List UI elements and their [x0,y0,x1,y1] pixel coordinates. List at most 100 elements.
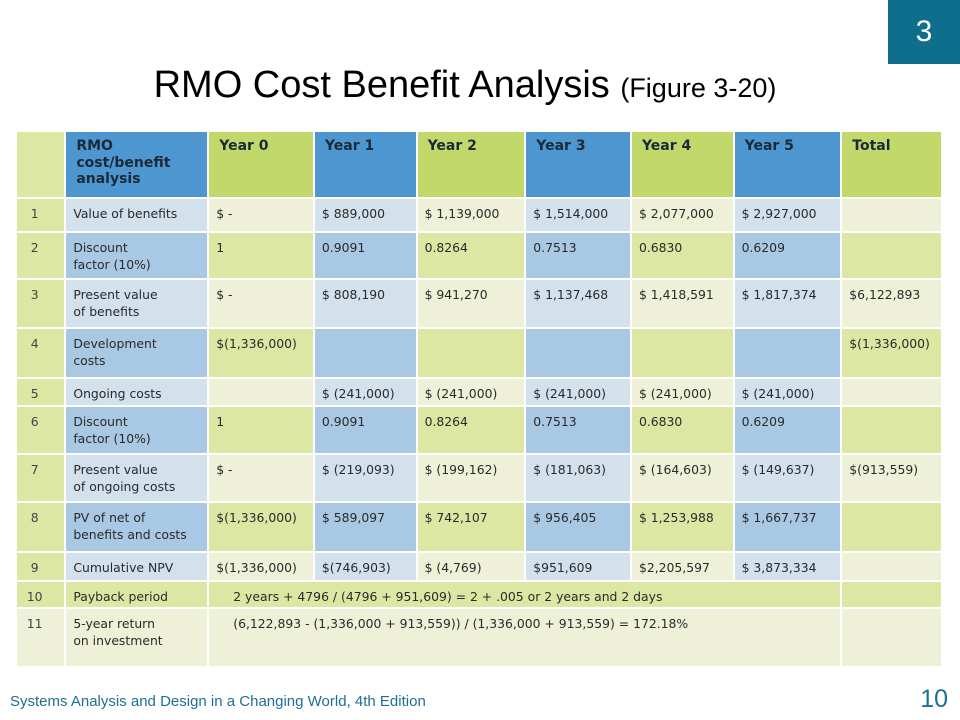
table-row: 2 Discount factor (10%) 1 0.9091 0.8264 … [17,232,941,279]
cell-total: $(1,336,000) [842,328,941,378]
cell-year0: 1 [209,406,313,453]
cell-year0: $ - [209,280,313,327]
cell-total [842,582,941,608]
cell-total [842,232,941,279]
row-number: 10 [17,582,65,608]
table-row: 3 Present value of benefits $ - $ 808,19… [17,280,941,327]
row-number: 1 [17,198,65,231]
row-number: 8 [17,503,65,551]
row-label: 5-year return on investment [66,609,208,666]
header-year5: Year 5 [734,132,841,197]
cell-year1: $ (241,000) [314,379,416,405]
row-number: 2 [17,232,65,279]
cell-year4: $ (164,603) [631,454,733,502]
cell-total [842,379,941,405]
row-number: 4 [17,328,65,378]
header-year0: Year 0 [209,132,313,197]
cell-total: $(913,559) [842,454,941,502]
header-num-cell [17,132,65,197]
payback-formula: 2 years + 4796 / (4796 + 951,609) = 2 + … [209,582,841,608]
row-number: 7 [17,454,65,502]
cell-year2: $ 742,107 [417,503,525,551]
cell-year3: 0.7513 [526,406,630,453]
table-row-payback: 10 Payback period 2 years + 4796 / (4796… [17,582,941,608]
cell-year2: 0.8264 [417,406,525,453]
header-year2: Year 2 [417,132,525,197]
table-row: 4 Development costs $(1,336,000) $(1,336… [17,328,941,378]
cell-year1: 0.9091 [314,406,416,453]
footer-book-title: Systems Analysis and Design in a Changin… [10,693,426,710]
row-label: Ongoing costs [66,379,208,405]
cell-year4 [631,328,733,378]
slide-title: RMO Cost Benefit Analysis (Figure 3-20) [0,60,930,113]
cell-year0: 1 [209,232,313,279]
table-row: 1 Value of benefits $ - $ 889,000 $ 1,13… [17,198,941,231]
cell-year1: $ 808,190 [314,280,416,327]
table-row: 6 Discount factor (10%) 1 0.9091 0.8264 … [17,406,941,453]
cell-year3: $ 1,137,468 [526,280,630,327]
row-label: Discount factor (10%) [66,232,208,279]
cell-year0: $(1,336,000) [209,552,313,581]
cell-year2: $ (4,769) [417,552,525,581]
cell-total [842,503,941,551]
cell-year4: 0.6830 [631,232,733,279]
row-number: 11 [17,609,65,666]
row-label: Development costs [66,328,208,378]
table-row: 7 Present value of ongoing costs $ - $ (… [17,454,941,502]
cell-total [842,198,941,231]
cell-year3: 0.7513 [526,232,630,279]
table-row: 5 Ongoing costs $ (241,000) $ (241,000) … [17,379,941,405]
cell-year2: $ 1,139,000 [417,198,525,231]
cell-year3: $ (241,000) [526,379,630,405]
cell-year1: $ (219,093) [314,454,416,502]
row-number: 5 [17,379,65,405]
cell-year3: $ 956,405 [526,503,630,551]
header-year4: Year 4 [631,132,733,197]
cell-year1: $ 889,000 [314,198,416,231]
cell-year4: $ 1,418,591 [631,280,733,327]
cell-total [842,609,941,666]
cost-benefit-table-container: RMO cost/benefit analysis Year 0 Year 1 … [15,130,943,668]
cell-year2: 0.8264 [417,232,525,279]
header-year1: Year 1 [314,132,416,197]
cell-total [842,406,941,453]
cell-year1: 0.9091 [314,232,416,279]
table-header-row: RMO cost/benefit analysis Year 0 Year 1 … [17,132,941,197]
cell-year2 [417,328,525,378]
cell-year2: $ 941,270 [417,280,525,327]
cell-year1 [314,328,416,378]
table-row: 9 Cumulative NPV $(1,336,000) $(746,903)… [17,552,941,581]
cell-year3 [526,328,630,378]
cell-year4: 0.6830 [631,406,733,453]
cell-year5: $ 3,873,334 [734,552,841,581]
cell-year4: $ 1,253,988 [631,503,733,551]
cell-year1: $(746,903) [314,552,416,581]
row-label: PV of net of benefits and costs [66,503,208,551]
row-label: Present value of ongoing costs [66,454,208,502]
cell-year3: $ (181,063) [526,454,630,502]
row-number: 6 [17,406,65,453]
cell-year3: $ 1,514,000 [526,198,630,231]
chapter-badge: 3 [888,0,960,64]
header-total: Total [842,132,941,197]
cost-benefit-table: RMO cost/benefit analysis Year 0 Year 1 … [15,130,943,668]
row-label: Cumulative NPV [66,552,208,581]
roi-formula: (6,122,893 - (1,336,000 + 913,559)) / (1… [209,609,841,666]
header-year3: Year 3 [526,132,630,197]
row-label: Value of benefits [66,198,208,231]
cell-year0: $ - [209,198,313,231]
cell-year0: $(1,336,000) [209,503,313,551]
table-row-roi: 11 5-year return on investment (6,122,89… [17,609,941,666]
cell-year4: $2,205,597 [631,552,733,581]
cell-year1: $ 589,097 [314,503,416,551]
cell-year5: $ (149,637) [734,454,841,502]
cell-total: $6,122,893 [842,280,941,327]
cell-year5: 0.6209 [734,406,841,453]
cell-year5: 0.6209 [734,232,841,279]
cell-year5: $ (241,000) [734,379,841,405]
title-figure-ref: (Figure 3-20) [620,73,777,103]
cell-year5 [734,328,841,378]
table-row: 8 PV of net of benefits and costs $(1,33… [17,503,941,551]
cell-year5: $ 1,667,737 [734,503,841,551]
cell-year2: $ (199,162) [417,454,525,502]
